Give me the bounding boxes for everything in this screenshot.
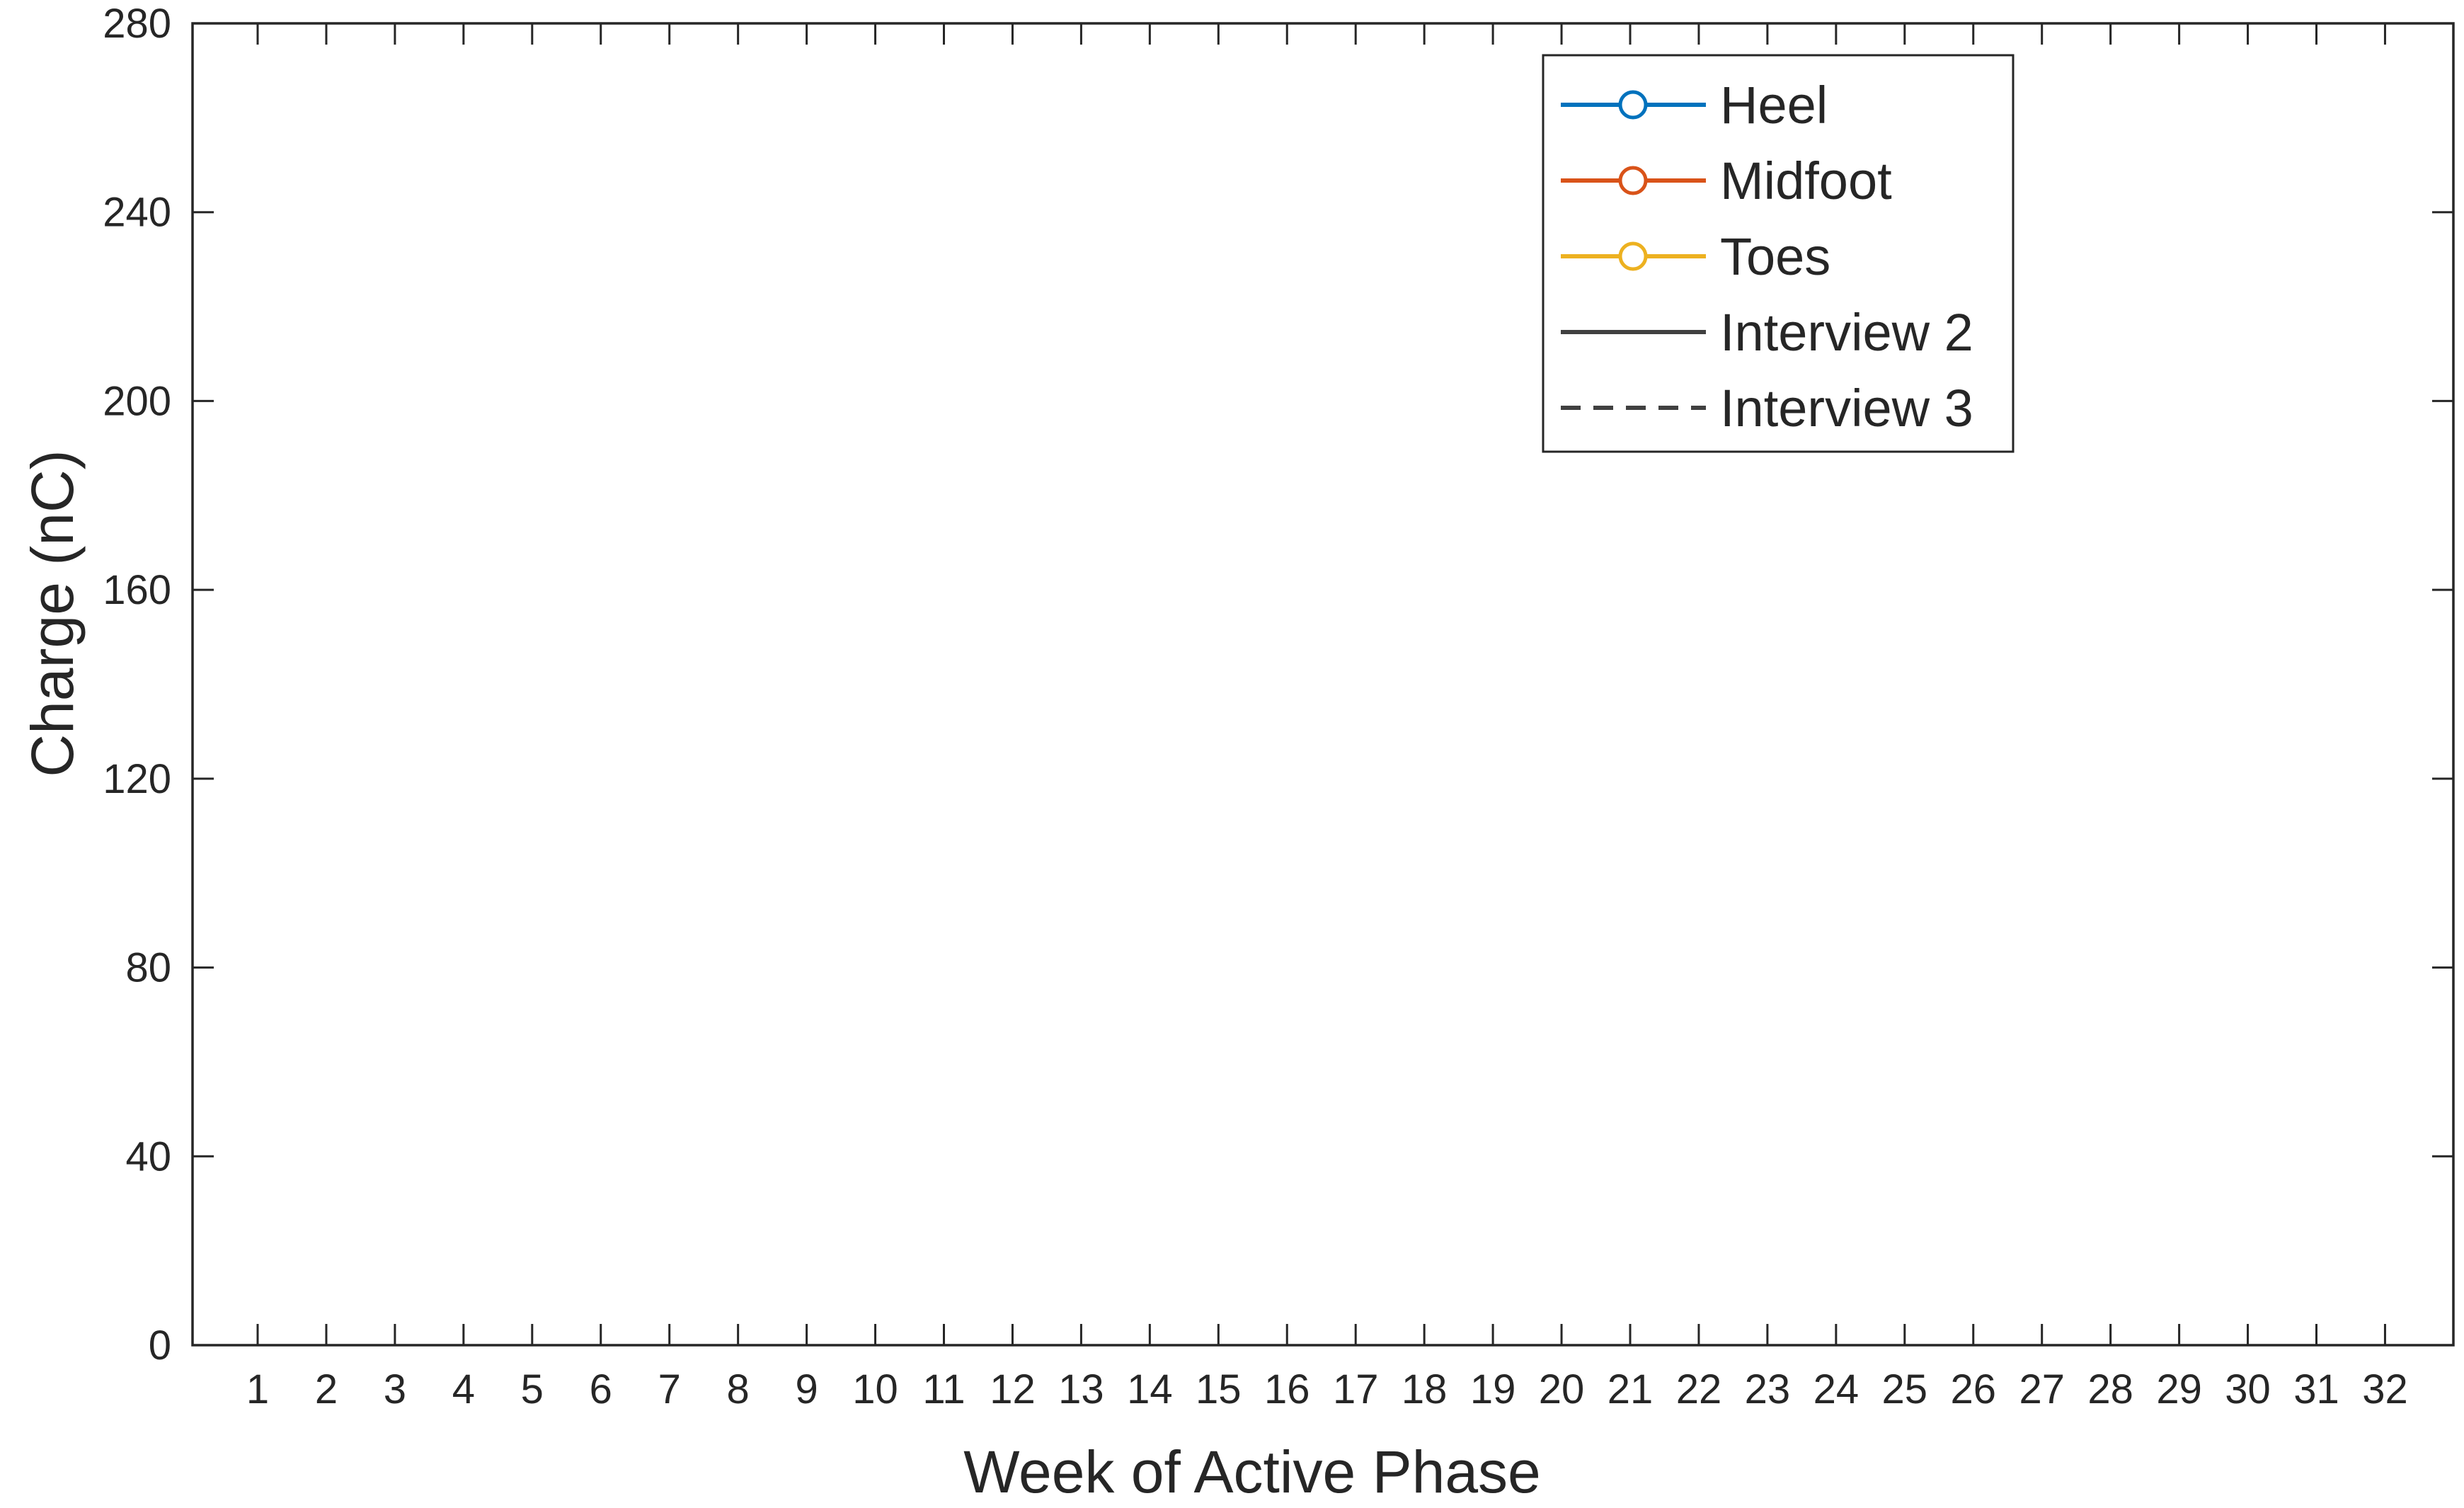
x-tick-label: 28 (2087, 1366, 2133, 1412)
legend-marker-toes (1618, 241, 1648, 271)
x-tick-label: 26 (1950, 1366, 1996, 1412)
x-tick-label: 11 (922, 1366, 965, 1412)
x-tick-label: 10 (852, 1366, 898, 1412)
y-tick-label: 40 (125, 1133, 171, 1179)
x-tick-label: 9 (795, 1366, 818, 1412)
x-tick-label: 20 (1539, 1366, 1585, 1412)
x-tick-label: 27 (2019, 1366, 2065, 1412)
x-tick-label: 18 (1402, 1366, 1448, 1412)
legend-marker-heel (1618, 90, 1648, 120)
x-tick-label: 16 (1264, 1366, 1310, 1412)
x-tick-label: 1 (246, 1366, 269, 1412)
y-tick-label: 80 (125, 945, 171, 991)
x-tick-label: 21 (1608, 1366, 1654, 1412)
y-tick-label: 240 (103, 190, 171, 236)
x-tick-label: 8 (727, 1366, 750, 1412)
x-tick-label: 6 (590, 1366, 612, 1412)
x-tick-label: 3 (384, 1366, 406, 1412)
x-tick-label: 23 (1745, 1366, 1791, 1412)
x-tick-label: 4 (452, 1366, 475, 1412)
legend: Heel Midfoot Toes Interview 2 Interview 3 (1542, 54, 2015, 453)
legend-label-interview-3: Interview 3 (1720, 379, 1973, 438)
legend-marker-midfoot (1618, 166, 1648, 195)
y-tick-label: 200 (103, 378, 171, 424)
legend-label-heel: Heel (1720, 76, 1828, 135)
x-tick-label: 19 (1470, 1366, 1516, 1412)
legend-label-toes: Toes (1720, 227, 1830, 286)
legend-label-midfoot: Midfoot (1720, 152, 1892, 210)
y-tick-label: 120 (103, 756, 171, 802)
x-tick-label: 12 (990, 1366, 1036, 1412)
x-tick-label: 22 (1676, 1366, 1722, 1412)
x-tick-label: 7 (658, 1366, 681, 1412)
x-tick-label: 31 (2293, 1366, 2339, 1412)
x-tick-label: 2 (315, 1366, 338, 1412)
x-tick-label: 29 (2156, 1366, 2202, 1412)
x-tick-label: 17 (1333, 1366, 1379, 1412)
y-tick-label: 160 (103, 567, 171, 613)
axes-box (191, 22, 2455, 1347)
y-tick-label: 0 (149, 1323, 171, 1369)
x-tick-label: 14 (1127, 1366, 1173, 1412)
x-tick-label: 30 (2225, 1366, 2271, 1412)
y-tick-label: 280 (103, 1, 171, 47)
x-tick-label: 5 (521, 1366, 544, 1412)
x-tick-label: 13 (1058, 1366, 1104, 1412)
y-axis-label: Charge (nC) (19, 450, 86, 777)
x-axis-label: Week of Active Phase (963, 1439, 1541, 1505)
x-tick-label: 24 (1813, 1366, 1860, 1412)
x-tick-label: 15 (1196, 1366, 1242, 1412)
x-tick-label: 25 (1882, 1366, 1928, 1412)
legend-label-interview-2: Interview 2 (1720, 303, 1973, 362)
x-tick-label: 32 (2362, 1366, 2408, 1412)
